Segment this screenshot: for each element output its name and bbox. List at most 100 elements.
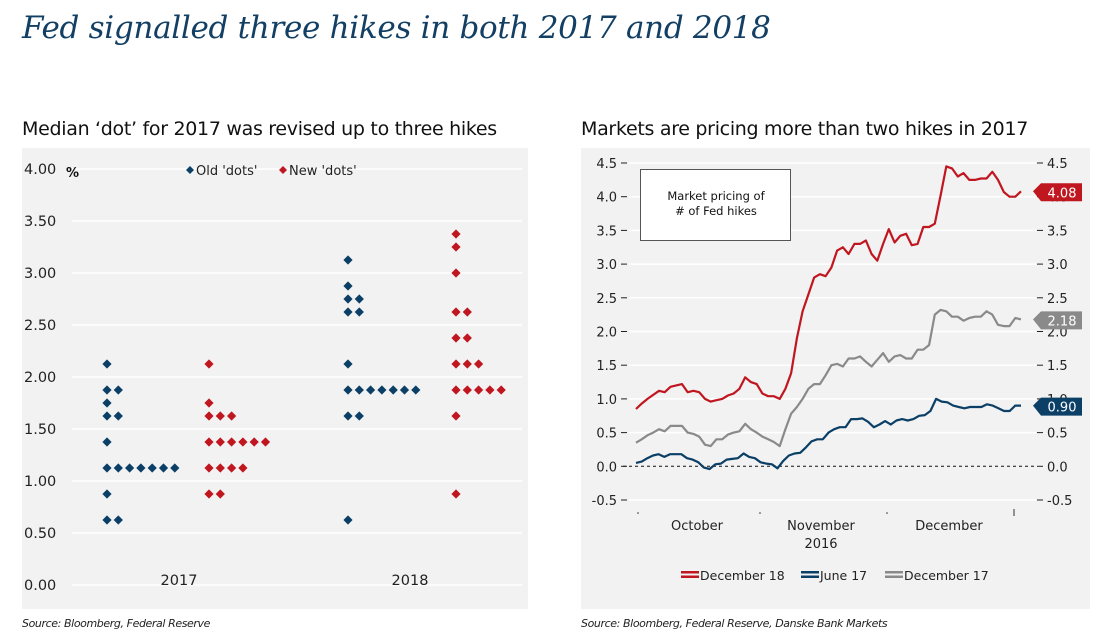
dot-marker <box>451 411 461 421</box>
y-tick-label-left: 2.5 <box>596 292 617 307</box>
dot-marker <box>158 463 169 473</box>
legend-swatch <box>801 571 819 574</box>
x-tick-dot <box>637 512 639 514</box>
dot-marker <box>227 463 237 473</box>
dot-marker <box>343 281 353 291</box>
legend-swatch <box>801 575 819 578</box>
x-tick-dot <box>759 512 761 514</box>
y-unit-label: % <box>66 166 79 181</box>
series-line-december-18 <box>635 165 1022 410</box>
legend-old-dots-marker <box>186 166 194 174</box>
dot-marker <box>343 255 353 265</box>
market-pricing-panel: -0.5-0.50.00.00.50.51.01.01.51.52.02.02.… <box>581 148 1090 609</box>
y-tick-label-left: 4.5 <box>596 157 617 172</box>
dot-marker <box>238 437 248 447</box>
dot-marker <box>227 411 237 421</box>
y-tick-label: 4.00 <box>24 162 56 178</box>
dot-marker <box>388 385 398 395</box>
dot-marker <box>474 359 484 369</box>
dot-marker <box>451 268 461 278</box>
dot-marker <box>204 359 214 369</box>
y-tick-label-right: 4.5 <box>1047 157 1068 172</box>
dot-marker <box>451 489 461 499</box>
dot-marker <box>136 463 146 473</box>
annotation-box <box>640 169 791 241</box>
end-value-tag <box>1033 397 1082 416</box>
main-title: Fed signalled three hikes in both 2017 a… <box>22 10 771 46</box>
dot-marker <box>462 333 472 343</box>
dot-marker <box>451 385 461 395</box>
annotation-text-line1: Market pricing of <box>667 189 765 203</box>
y-tick-label-right: 3.5 <box>1047 224 1068 239</box>
right-source-note: Source: Bloomberg, Federal Reserve, Dans… <box>581 617 888 630</box>
dot-marker <box>451 333 461 343</box>
y-tick-label: 0.00 <box>24 578 56 594</box>
x-category-label: 2017 <box>161 573 198 589</box>
dot-marker <box>102 385 112 395</box>
dot-marker <box>354 294 364 304</box>
dot-plot-panel: 0.00 0.50 1.00 1.50 2.00 2.50 3.00 3.50 4.00% Old… <box>22 148 528 609</box>
y-tick-label-left: 3.0 <box>596 258 617 273</box>
x-category-label: 2018 <box>392 573 429 589</box>
dot-marker <box>215 411 225 421</box>
legend-label: December 18 <box>700 568 785 583</box>
dot-marker <box>343 411 353 421</box>
x-tick-label: November <box>787 519 855 534</box>
legend-swatch <box>885 571 903 574</box>
y-tick-label-left: 3.5 <box>596 224 617 239</box>
y-tick-label-left: 4.0 <box>596 191 617 206</box>
y-tick-label: 3.00 <box>24 266 56 282</box>
end-value-label: 4.08 <box>1048 186 1077 201</box>
legend-old-dots-label: Old 'dots' <box>196 164 257 179</box>
x-tick-label: October <box>671 519 724 534</box>
series-line-december-17 <box>635 308 1022 448</box>
dot-marker <box>215 463 225 473</box>
legend-swatch <box>681 571 699 574</box>
dot-marker <box>113 515 123 525</box>
dot-marker <box>354 411 364 421</box>
dot-marker <box>411 385 421 395</box>
dot-marker <box>354 307 364 317</box>
y-tick-label: 0.50 <box>24 526 56 542</box>
x-tick-label: December <box>915 519 983 534</box>
dot-marker <box>204 398 214 408</box>
legend-swatch <box>885 575 903 578</box>
y-tick-label: 3.50 <box>24 214 56 230</box>
dot-marker <box>399 385 410 395</box>
dot-marker <box>474 385 484 395</box>
y-tick-label-right: 2.5 <box>1047 292 1068 307</box>
dot-marker <box>343 359 353 369</box>
dot-marker <box>102 437 112 447</box>
dot-marker <box>215 437 225 447</box>
end-value-tag <box>1033 183 1082 202</box>
dot-marker <box>113 463 123 473</box>
dot-marker <box>354 385 364 395</box>
end-value-label: 0.90 <box>1048 401 1077 416</box>
dot-marker <box>170 463 180 473</box>
dot-marker <box>215 489 225 499</box>
dot-marker <box>366 385 376 395</box>
dot-marker <box>102 411 112 421</box>
dot-marker <box>451 359 461 369</box>
legend-new-dots-marker <box>279 166 287 174</box>
y-tick-label-right: -0.5 <box>1047 494 1072 509</box>
y-tick-label: 2.50 <box>24 318 56 334</box>
dot-marker <box>102 398 112 408</box>
end-value-tag <box>1033 311 1082 330</box>
y-tick-label-left: -0.5 <box>592 494 617 509</box>
dot-marker <box>462 385 472 395</box>
dot-marker <box>249 437 259 447</box>
dot-marker <box>343 515 353 525</box>
y-tick-label: 1.50 <box>24 422 56 438</box>
y-tick-label-right: 3.0 <box>1047 258 1068 273</box>
market-pricing-chart: -0.5-0.50.00.00.50.51.01.01.51.52.02.02.… <box>592 157 1082 583</box>
dot-marker <box>102 359 112 369</box>
dot-marker <box>451 242 461 252</box>
dot-marker <box>102 515 112 525</box>
dot-marker <box>451 307 461 317</box>
right-chart-title: Markets are pricing more than two hikes … <box>581 118 1029 140</box>
legend-label: June 17 <box>819 568 867 583</box>
x-axis-year-label: 2016 <box>804 537 837 552</box>
legend-swatch <box>681 575 699 578</box>
y-tick-label: 1.00 <box>24 474 56 490</box>
